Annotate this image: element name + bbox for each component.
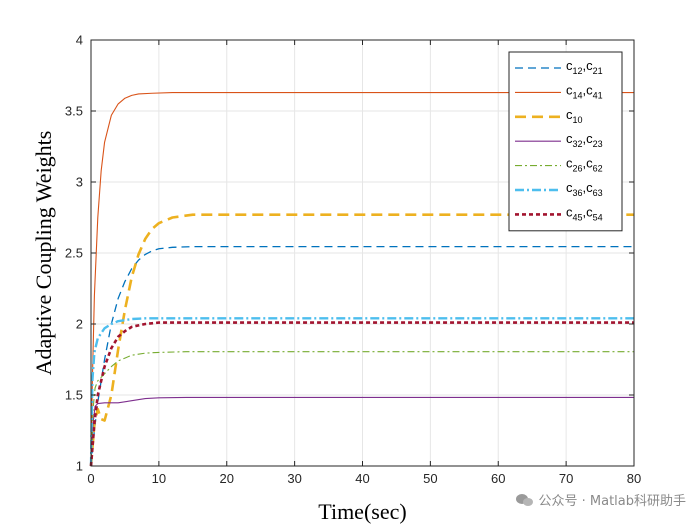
- y-tick-label: 4: [76, 33, 83, 48]
- legend-label-2: c10: [566, 107, 583, 125]
- legend: c12,c21 c14,c41 c10 c32,c23 c26,c62 c36,c63 c4…: [508, 51, 623, 232]
- y-tick-label: 1: [76, 459, 83, 474]
- y-tick-label: 2.5: [65, 246, 83, 261]
- watermark-text: 公众号 · Matlab科研助手: [538, 494, 686, 509]
- x-axis-label: Time(sec): [318, 499, 406, 524]
- x-tick-label: 0: [87, 471, 94, 486]
- legend-label-6: c45,c54: [566, 204, 603, 222]
- legend-label-3: c32,c23: [566, 131, 603, 149]
- y-tick-label: 3.5: [65, 104, 83, 119]
- y-axis-label: Adaptive Coupling Weights: [31, 131, 56, 376]
- legend-label-4: c26,c62: [566, 156, 603, 174]
- x-tick-label: 40: [355, 471, 369, 486]
- series-layer: [89, 91, 634, 467]
- y-tick-label: 1.5: [65, 388, 83, 403]
- y-tick-label: 2: [76, 317, 83, 332]
- x-tick-label: 60: [491, 471, 505, 486]
- x-tick-label: 10: [152, 471, 166, 486]
- wechat-icon: [516, 493, 534, 507]
- series-line-3: [90, 396, 634, 467]
- x-tick-label: 30: [287, 471, 301, 486]
- legend-label-0: c12,c21: [566, 58, 603, 76]
- series-line-4: [90, 351, 634, 467]
- legend-label-1: c14,c41: [566, 82, 603, 100]
- x-tick-label: 50: [423, 471, 437, 486]
- watermark: 公众号 · Matlab科研助手: [516, 490, 686, 509]
- series-line-6: [89, 321, 634, 467]
- legend-label-5: c36,c63: [566, 180, 603, 198]
- x-tick-label: 80: [627, 471, 641, 486]
- series-line-1: [90, 91, 634, 467]
- x-tick-label: 20: [220, 471, 234, 486]
- series-line-5: [89, 317, 634, 467]
- ticks: 0 10 20 30 40 50 60 70 80 1 1.5 2 2.5 3 3.5 4: [65, 33, 641, 487]
- x-tick-label: 70: [559, 471, 573, 486]
- y-tick-label: 3: [76, 175, 83, 190]
